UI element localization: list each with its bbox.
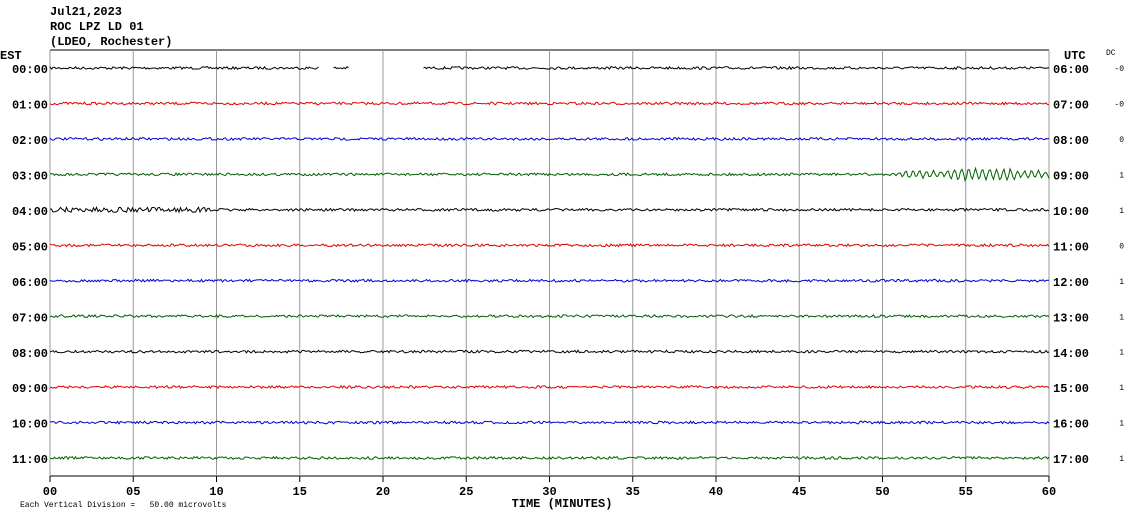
x-tick-label: 05 bbox=[126, 485, 140, 499]
x-tick-label: 45 bbox=[792, 485, 806, 499]
est-label: 05:00 bbox=[12, 240, 48, 254]
x-tick-label: 15 bbox=[293, 485, 307, 499]
x-tick-label: 00 bbox=[43, 485, 57, 499]
x-axis-label: TIME (MINUTES) bbox=[512, 497, 613, 511]
dc-value: 1 bbox=[1119, 278, 1124, 287]
utc-label: 10:00 bbox=[1053, 205, 1089, 219]
x-tick-label: 40 bbox=[709, 485, 723, 499]
utc-label: 07:00 bbox=[1053, 99, 1089, 113]
x-tick-label: 50 bbox=[875, 485, 889, 499]
utc-label: 09:00 bbox=[1053, 170, 1089, 184]
dc-label: DC bbox=[1106, 49, 1116, 58]
dc-value: 1 bbox=[1119, 384, 1124, 393]
footer: Each Vertical Division = 50.00 microvolt… bbox=[20, 501, 227, 510]
utc-label: 15:00 bbox=[1053, 382, 1089, 396]
x-tick-label: 25 bbox=[459, 485, 473, 499]
trace bbox=[49, 455, 1050, 461]
est-label: 09:00 bbox=[12, 382, 48, 396]
est-label: 07:00 bbox=[12, 311, 48, 325]
left-axis-label: EST bbox=[0, 49, 22, 63]
utc-label: 17:00 bbox=[1053, 453, 1089, 467]
utc-label: 13:00 bbox=[1053, 311, 1089, 325]
est-label: 01:00 bbox=[12, 99, 48, 113]
x-tick-label: 35 bbox=[626, 485, 640, 499]
utc-label: 14:00 bbox=[1053, 347, 1089, 361]
dc-value: 1 bbox=[1119, 207, 1124, 216]
utc-label: 06:00 bbox=[1053, 63, 1089, 77]
est-label: 08:00 bbox=[12, 347, 48, 361]
trace bbox=[49, 278, 1049, 283]
trace bbox=[49, 420, 1050, 425]
dc-value: 1 bbox=[1119, 455, 1124, 464]
trace bbox=[49, 65, 1050, 71]
est-label: 11:00 bbox=[12, 453, 48, 467]
trace bbox=[49, 101, 1050, 106]
dc-value: 1 bbox=[1119, 349, 1124, 358]
date: Jul21,2023 bbox=[50, 5, 122, 19]
x-tick-label: 60 bbox=[1042, 485, 1056, 499]
trace bbox=[49, 243, 1050, 248]
dc-value: 0 bbox=[1119, 242, 1124, 251]
trace bbox=[49, 349, 1050, 354]
station: ROC LPZ LD 01 bbox=[50, 20, 144, 34]
est-label: 10:00 bbox=[12, 418, 48, 432]
est-label: 00:00 bbox=[12, 63, 48, 77]
est-label: 02:00 bbox=[12, 134, 48, 148]
est-label: 04:00 bbox=[12, 205, 48, 219]
utc-label: 08:00 bbox=[1053, 134, 1089, 148]
x-tick-label: 55 bbox=[959, 485, 973, 499]
est-label: 03:00 bbox=[12, 170, 48, 184]
x-tick-label: 20 bbox=[376, 485, 390, 499]
dc-value: 1 bbox=[1119, 171, 1124, 180]
utc-label: 12:00 bbox=[1053, 276, 1089, 290]
network: (LDEO, Rochester) bbox=[50, 35, 172, 49]
dc-value: 1 bbox=[1119, 420, 1124, 429]
trace bbox=[49, 384, 1050, 390]
trace bbox=[49, 166, 1050, 182]
dc-value: -0 bbox=[1114, 101, 1124, 110]
dc-value: 1 bbox=[1119, 313, 1124, 322]
utc-label: 16:00 bbox=[1053, 418, 1089, 432]
right-axis-label: UTC bbox=[1064, 49, 1086, 63]
trace bbox=[49, 313, 1050, 319]
trace bbox=[49, 136, 1050, 141]
est-label: 06:00 bbox=[12, 276, 48, 290]
x-tick-label: 30 bbox=[542, 485, 556, 499]
dc-value: 0 bbox=[1119, 136, 1124, 145]
trace bbox=[49, 205, 1050, 214]
x-tick-label: 10 bbox=[209, 485, 223, 499]
dc-value: -0 bbox=[1114, 65, 1124, 74]
utc-label: 11:00 bbox=[1053, 240, 1089, 254]
